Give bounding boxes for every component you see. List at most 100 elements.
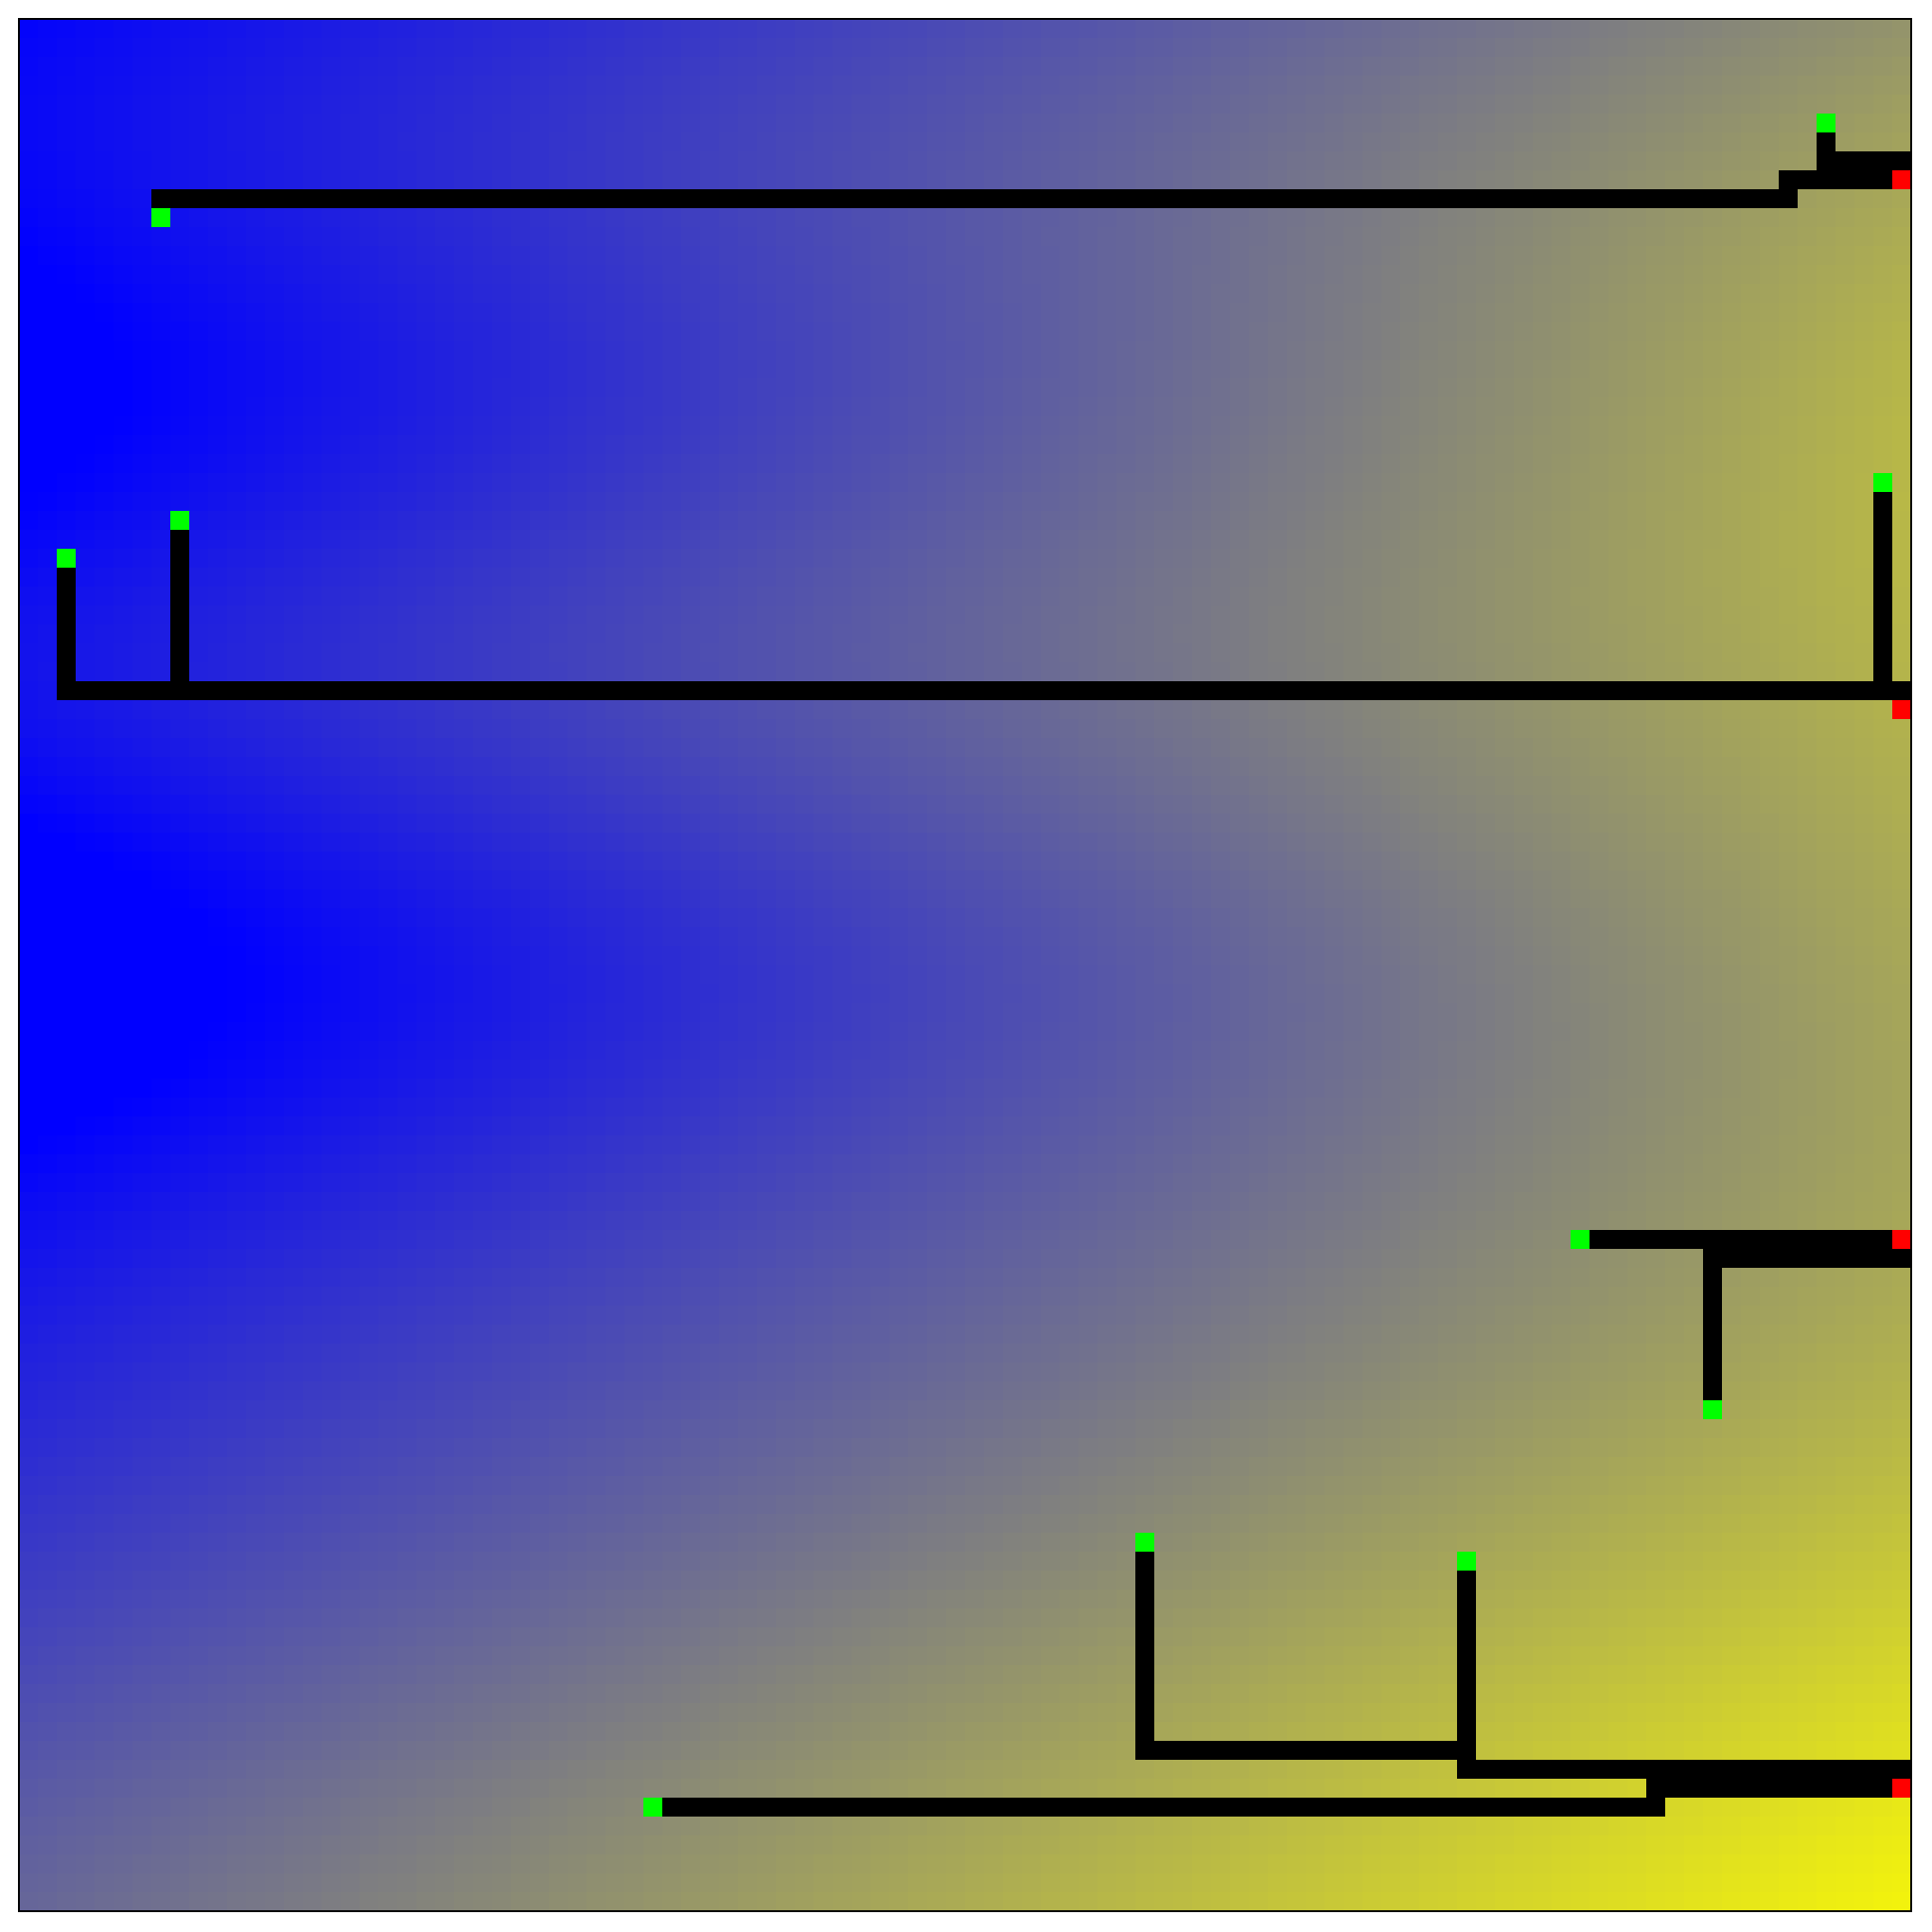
heatmap-cell — [984, 416, 1004, 436]
heatmap-cell — [1646, 511, 1666, 531]
heatmap-cell — [984, 114, 1004, 133]
heatmap-cell — [965, 473, 985, 493]
heatmap-cell — [284, 57, 304, 77]
heatmap-cell — [776, 568, 796, 588]
heatmap-cell — [700, 795, 720, 815]
heatmap-cell — [1325, 757, 1344, 777]
heatmap-cell — [1514, 870, 1534, 890]
heatmap-cell — [587, 927, 606, 947]
heatmap-cell — [1400, 454, 1420, 474]
heatmap-cell — [95, 114, 114, 133]
heatmap-cell — [1381, 397, 1401, 417]
heatmap-cell — [606, 76, 625, 96]
heatmap-cell — [1779, 700, 1799, 720]
heatmap-cell — [870, 284, 890, 304]
heatmap-cell — [1306, 397, 1326, 417]
heatmap-cell — [1590, 870, 1609, 890]
heatmap-cell — [492, 132, 512, 152]
heatmap-cell — [511, 341, 531, 360]
heatmap-cell — [1476, 795, 1496, 815]
heatmap-cell — [833, 606, 852, 625]
heatmap-cell — [833, 227, 852, 247]
heatmap-cell — [435, 76, 455, 96]
heatmap-cell — [132, 776, 152, 796]
heatmap-cell — [303, 170, 323, 190]
heatmap-cell — [1287, 833, 1307, 852]
heatmap-cell — [1154, 719, 1174, 739]
heatmap-cell — [927, 757, 947, 777]
heatmap-cell — [473, 435, 493, 455]
heatmap-cell — [341, 454, 360, 474]
heatmap-cell — [1646, 927, 1666, 947]
heatmap-cell — [1098, 927, 1117, 947]
heatmap-cell — [1684, 95, 1704, 114]
heatmap-cell — [227, 568, 247, 588]
heatmap-cell — [1211, 57, 1231, 77]
heatmap-cell — [700, 833, 720, 852]
heatmap-cell — [870, 511, 890, 531]
heatmap-cell — [1211, 397, 1231, 417]
heatmap-cell — [1835, 738, 1855, 758]
heatmap-cell — [1495, 889, 1515, 909]
heatmap-cell — [1381, 700, 1401, 720]
heatmap-cell — [624, 284, 644, 304]
heatmap-cell — [549, 643, 569, 663]
heatmap-cell — [1135, 587, 1155, 606]
heatmap-cell — [1211, 95, 1231, 114]
heatmap-cell — [208, 378, 228, 398]
heatmap-cell — [587, 946, 606, 966]
heatmap-cell — [1627, 132, 1647, 152]
heatmap-cell — [1116, 38, 1136, 58]
heatmap-cell — [719, 852, 739, 871]
heatmap-cell — [1381, 132, 1401, 152]
heatmap-cell — [1381, 587, 1401, 606]
heatmap-cell — [1722, 795, 1742, 815]
heatmap-cell — [38, 473, 58, 493]
heatmap-cell — [927, 57, 947, 77]
heatmap-cell — [681, 492, 701, 512]
heatmap-cell — [1268, 624, 1288, 644]
heatmap-cell — [776, 378, 796, 398]
heatmap-cell — [1892, 511, 1912, 531]
heatmap-cell — [1249, 719, 1269, 739]
heatmap-cell — [189, 492, 209, 512]
heatmap-cell — [1060, 397, 1080, 417]
heatmap-cell — [284, 624, 304, 644]
heatmap-cell — [1892, 587, 1912, 606]
heatmap-cell — [643, 454, 663, 474]
heatmap-cell — [606, 643, 625, 663]
heatmap-cell — [1552, 227, 1572, 247]
heatmap-cell — [1003, 511, 1023, 531]
heatmap-cell — [303, 132, 323, 152]
heatmap-cell — [1646, 870, 1666, 890]
heatmap-cell — [738, 360, 758, 379]
heatmap-cell — [738, 719, 758, 739]
heatmap-cell — [1287, 908, 1307, 928]
heatmap-cell — [1135, 776, 1155, 796]
heatmap-cell — [303, 57, 323, 77]
heatmap-cell — [1722, 208, 1742, 228]
heatmap-cell — [492, 889, 512, 909]
heatmap-cell — [1060, 227, 1080, 247]
heatmap-cell — [511, 95, 531, 114]
heatmap-cell — [1268, 776, 1288, 796]
heatmap-cell — [511, 511, 531, 531]
heatmap-cell — [1306, 378, 1326, 398]
heatmap-cell — [1154, 606, 1174, 625]
heatmap-cell — [1457, 378, 1477, 398]
heatmap-cell — [1060, 208, 1080, 228]
heatmap-cell — [57, 38, 77, 58]
heatmap-cell — [322, 549, 342, 569]
heatmap-cell — [397, 208, 417, 228]
heatmap-cell — [435, 606, 455, 625]
heatmap-cell — [927, 38, 947, 58]
heatmap-cell — [606, 454, 625, 474]
heatmap-cell — [1817, 852, 1836, 871]
heatmap-cell — [889, 889, 909, 909]
heatmap-cell — [1154, 246, 1174, 266]
heatmap-cell — [435, 397, 455, 417]
heatmap-cell — [1306, 587, 1326, 606]
heatmap-cell — [1817, 454, 1836, 474]
heatmap-cell — [606, 208, 625, 228]
heatmap-cell — [1495, 549, 1515, 569]
